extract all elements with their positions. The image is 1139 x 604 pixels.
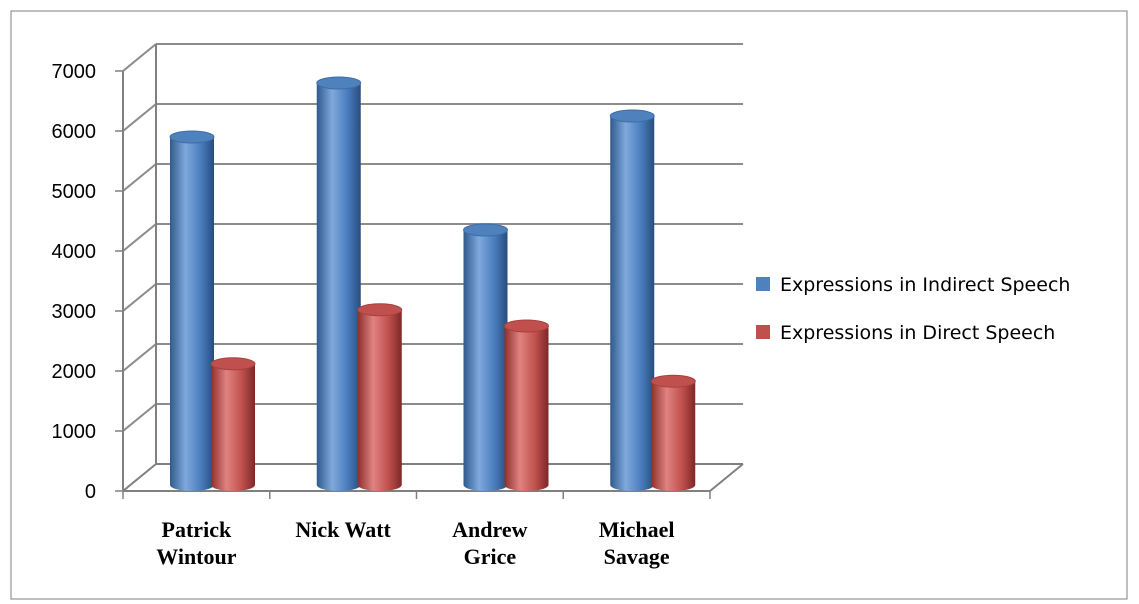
bar xyxy=(650,374,696,491)
y-tick-label: 6000 xyxy=(52,121,97,143)
legend-swatch xyxy=(756,277,770,291)
y-tick-label: 3000 xyxy=(52,301,97,323)
y-tick-label: 5000 xyxy=(52,181,97,203)
legend-swatch xyxy=(756,325,770,339)
bar-top xyxy=(357,303,403,317)
bar-top xyxy=(504,319,549,333)
gridline-depth xyxy=(122,163,157,192)
category-label: Patrick Wintour xyxy=(156,517,237,569)
legend-label: Expressions in Direct Speech xyxy=(780,322,1055,344)
bar xyxy=(463,223,508,491)
gridline-depth xyxy=(122,283,157,312)
category-label-line: Wintour xyxy=(156,544,237,569)
bar xyxy=(169,130,215,491)
category-label: Andrew Grice xyxy=(452,517,527,569)
bar xyxy=(210,357,256,491)
gridline-depth xyxy=(122,103,157,132)
bar-top xyxy=(463,223,508,237)
y-tick-label: 7000 xyxy=(52,61,97,83)
y-tick-label: 0 xyxy=(85,481,96,503)
gridline-depth xyxy=(122,343,157,372)
bar xyxy=(316,76,362,491)
category-label: Nick Watt xyxy=(295,517,391,542)
bar-body xyxy=(211,363,255,491)
bar-body xyxy=(610,116,655,491)
category-labels: Patrick Wintour Nick Watt Andrew Grice Michae… xyxy=(156,517,674,569)
y-tick-label: 2000 xyxy=(52,361,97,383)
category-label-line: Michael xyxy=(599,517,675,542)
y-tick-label: 1000 xyxy=(52,421,97,443)
category-label-line: Grice xyxy=(464,544,517,569)
gridline-depth xyxy=(122,463,157,492)
y-tick-label: 4000 xyxy=(52,241,97,263)
bar-top xyxy=(609,109,655,123)
bar-body xyxy=(170,137,214,491)
bar-body xyxy=(651,381,696,491)
bar-body xyxy=(504,326,549,491)
bar-body xyxy=(357,309,402,491)
gridline-depth xyxy=(122,403,157,432)
y-tick-labels: 0 1000 2000 3000 4000 5000 6000 7000 xyxy=(52,61,97,503)
bar-body xyxy=(316,83,361,491)
bar-top xyxy=(169,130,215,144)
bar-top xyxy=(650,374,696,388)
category-label: Michael Savage xyxy=(599,517,675,569)
category-label-line: Savage xyxy=(604,544,670,569)
category-label-line: Patrick xyxy=(162,517,232,542)
bar xyxy=(609,109,655,491)
legend: Expressions in Indirect Speech Expression… xyxy=(756,274,1070,344)
bar xyxy=(357,303,403,491)
category-label-line: Andrew xyxy=(452,517,527,542)
gridline-depth xyxy=(122,43,157,72)
bar-body xyxy=(463,230,508,491)
axes xyxy=(115,44,744,499)
floor-right-edge xyxy=(709,463,744,492)
bar-top xyxy=(210,357,256,371)
bar xyxy=(504,319,549,491)
bars xyxy=(169,76,696,491)
legend-label: Expressions in Indirect Speech xyxy=(780,274,1070,296)
bar-top xyxy=(316,76,362,90)
gridline-depth xyxy=(122,223,157,252)
category-label-line: Nick Watt xyxy=(295,517,391,542)
